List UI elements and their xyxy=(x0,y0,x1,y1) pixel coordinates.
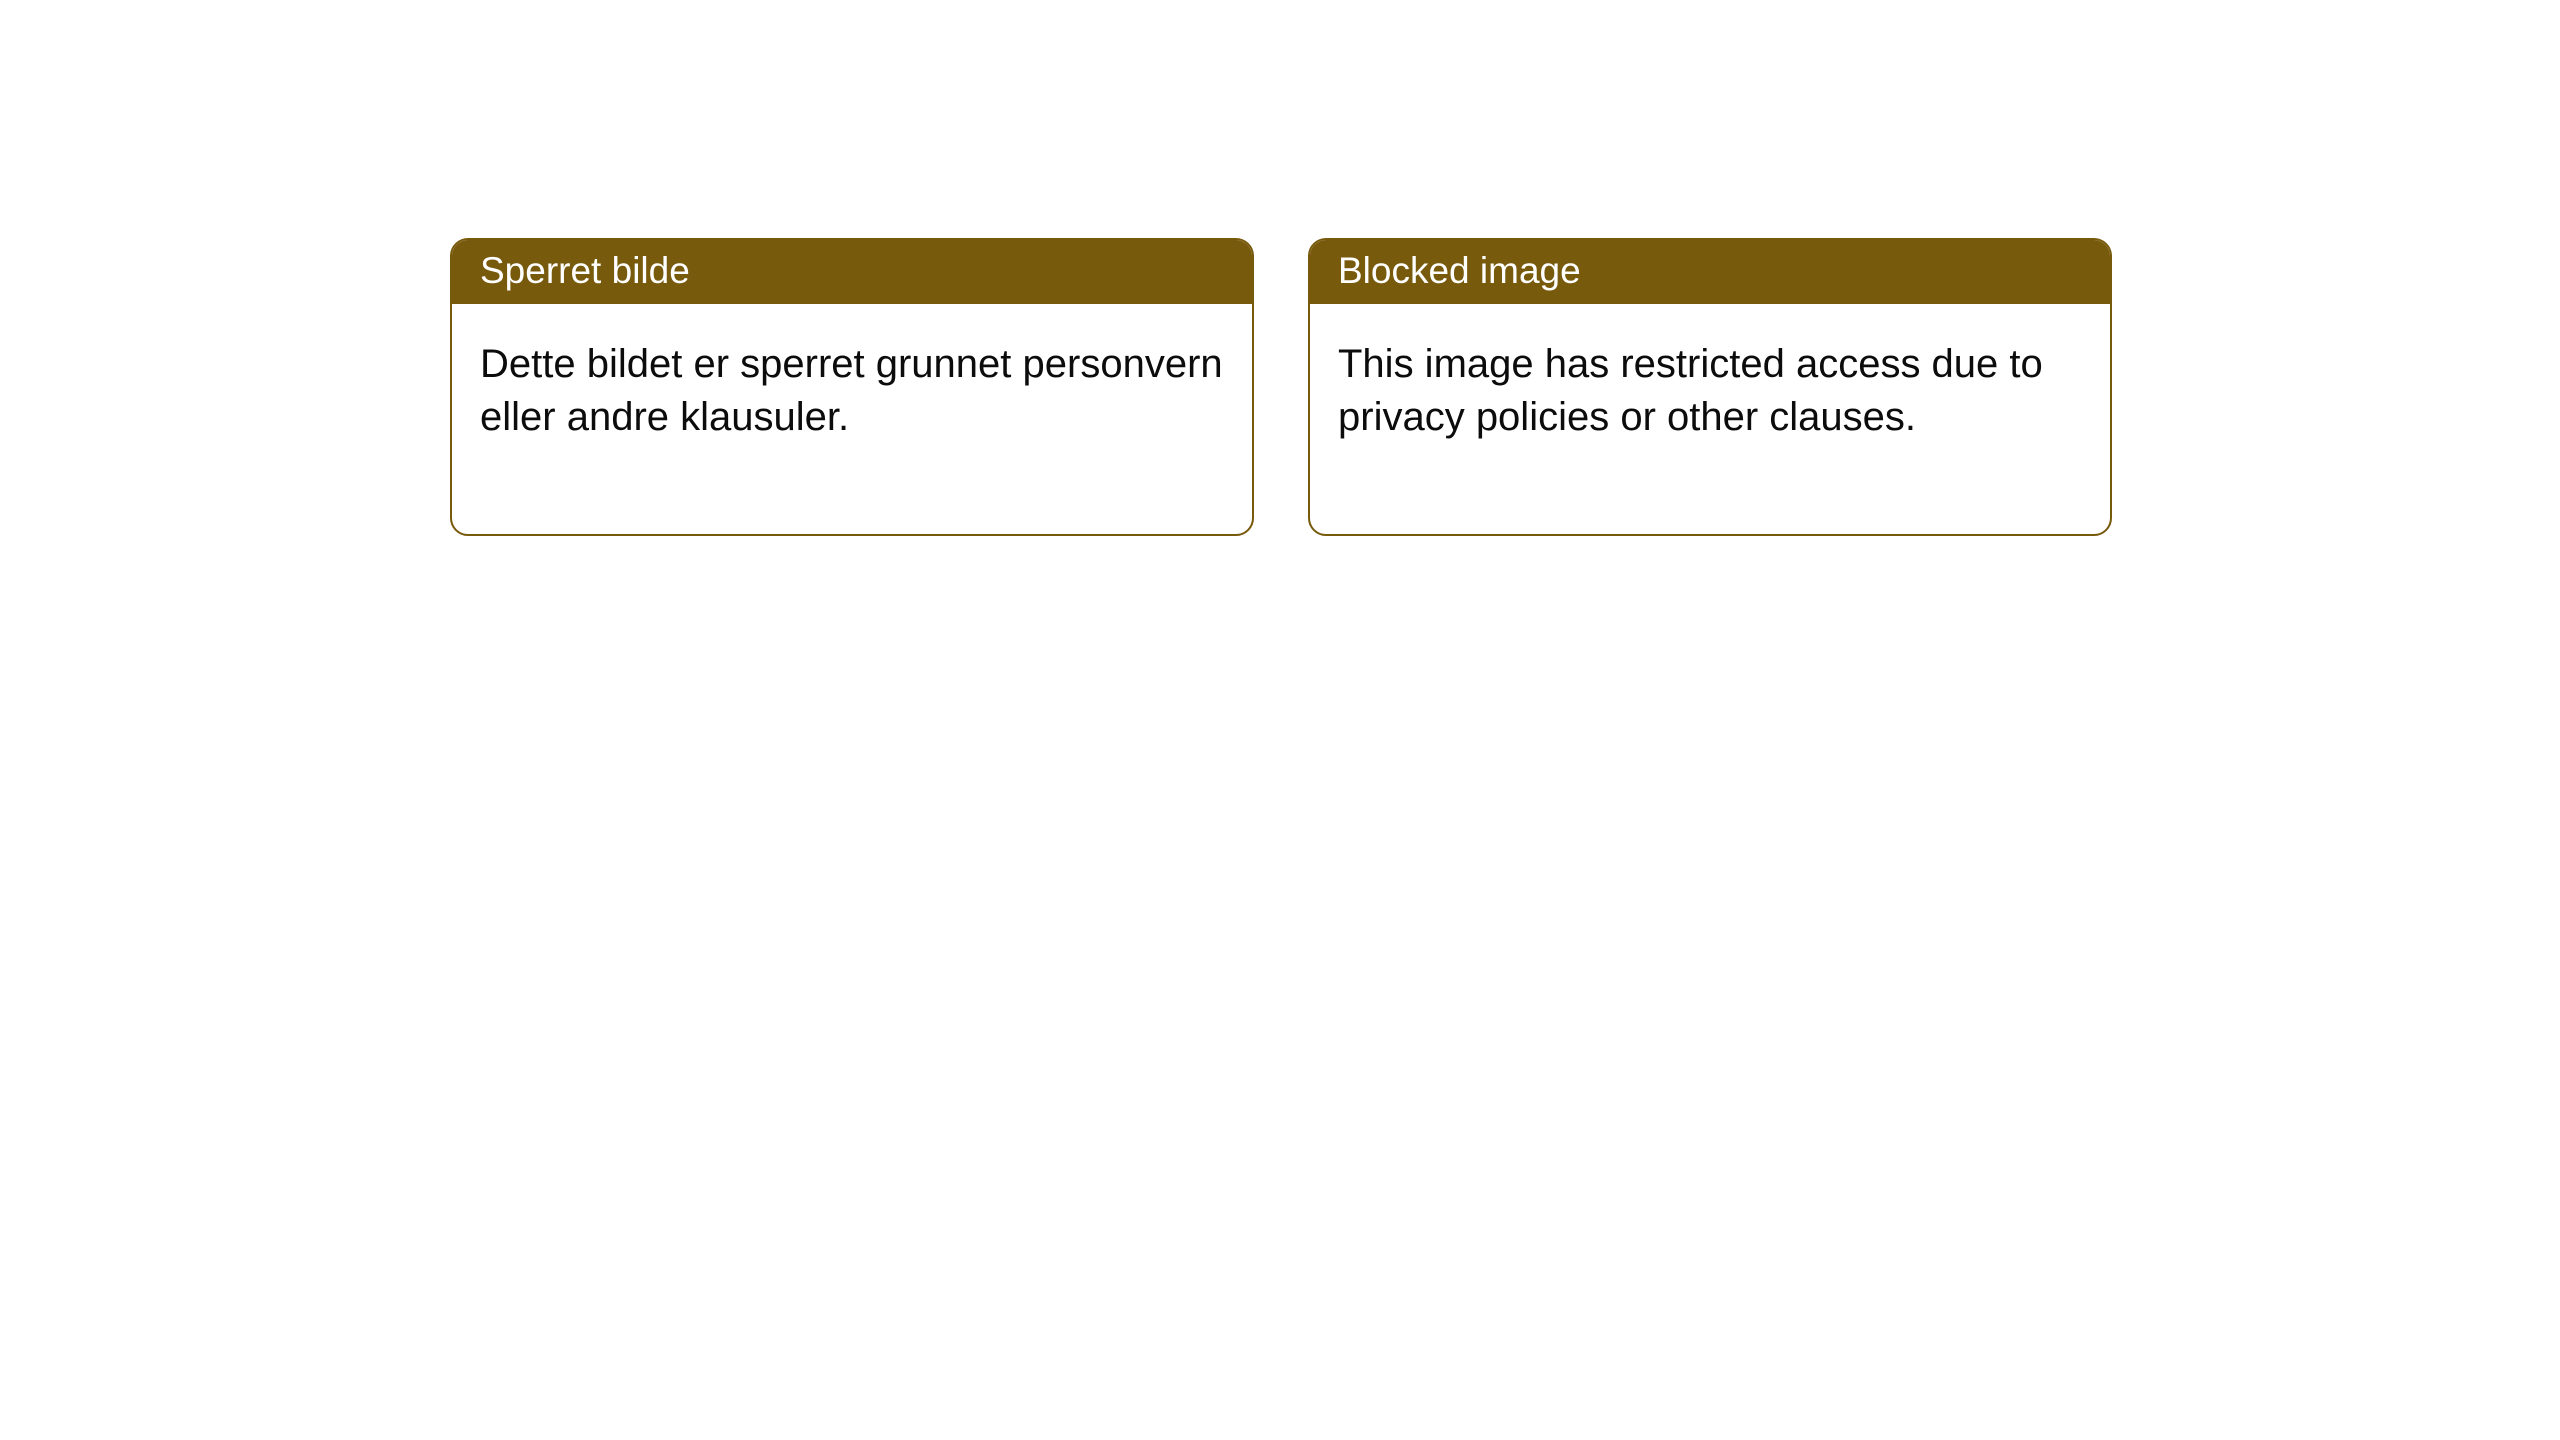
notice-body-norwegian: Dette bildet er sperret grunnet personve… xyxy=(452,304,1252,534)
notice-box-norwegian: Sperret bilde Dette bildet er sperret gr… xyxy=(450,238,1254,536)
notice-container: Sperret bilde Dette bildet er sperret gr… xyxy=(0,0,2560,536)
notice-title-english: Blocked image xyxy=(1310,240,2110,304)
notice-title-norwegian: Sperret bilde xyxy=(452,240,1252,304)
notice-body-english: This image has restricted access due to … xyxy=(1310,304,2110,534)
notice-box-english: Blocked image This image has restricted … xyxy=(1308,238,2112,536)
